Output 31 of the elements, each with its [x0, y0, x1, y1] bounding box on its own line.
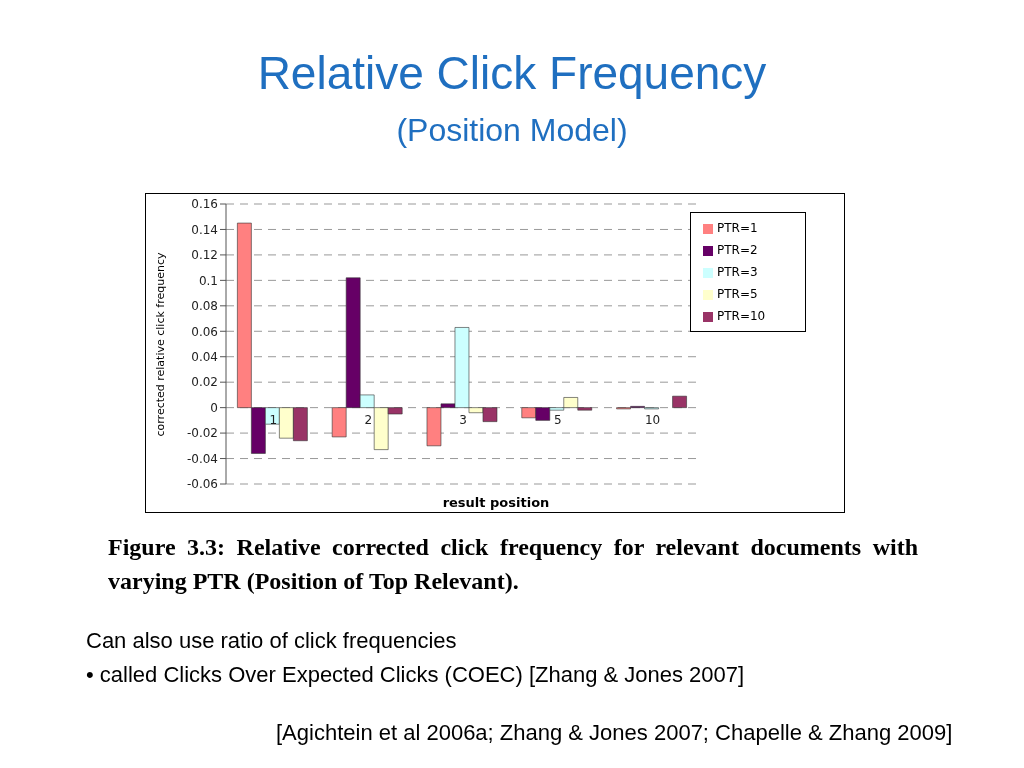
y-tick-label: 0.02	[191, 375, 218, 390]
x-tick-label: 2	[364, 412, 373, 427]
y-tick-label: -0.06	[186, 477, 218, 492]
x-axis-title: result position	[441, 495, 551, 510]
x-tick-label: 10	[644, 412, 661, 427]
text: • called Clicks Over Expected Clicks (COEC) [Zhang & Jones 2007]	[86, 662, 745, 688]
chart-title: Relative Click Frequency	[256, 46, 768, 100]
x-tick-label: 5	[553, 412, 562, 427]
legend-label: PTR=10	[717, 309, 766, 323]
text: Can also use ratio of click frequencies	[86, 628, 457, 654]
legend-label: PTR=1	[717, 221, 758, 235]
y-tick-label: -0.02	[186, 426, 218, 441]
caption: Figure 3.3: Relative corrected click frequency for relevant documents with varying PTR (Position of Top Relevant).	[108, 533, 918, 596]
y-tick-label: 0.04	[191, 349, 218, 364]
legend-label: PTR=2	[717, 243, 758, 257]
y-tick-label: 0	[210, 400, 218, 415]
legend-label: PTR=3	[717, 265, 758, 279]
y-tick-label: 0.08	[191, 299, 218, 314]
y-tick-label: 0.1	[198, 273, 218, 288]
y-tick-label: 0.16	[191, 197, 218, 212]
y-tick-label: 0.12	[191, 248, 218, 263]
y-tick-label: -0.04	[186, 451, 218, 466]
y-tick-label: 0.06	[191, 324, 218, 339]
x-tick-label: 3	[459, 412, 467, 427]
y-tick-label: 0.14	[191, 222, 218, 237]
bar	[672, 395, 687, 408]
text: [Agichtein et al 2006a; Zhang & Jones 2007; Chapelle & Zhang 2009]	[276, 720, 953, 746]
legend-label: PTR=5	[717, 287, 758, 301]
x-tick-label: 1	[269, 412, 278, 427]
y-axis-title: corrected relative click frequency	[153, 252, 167, 436]
chart-subtitle: (Position Model)	[395, 112, 629, 149]
